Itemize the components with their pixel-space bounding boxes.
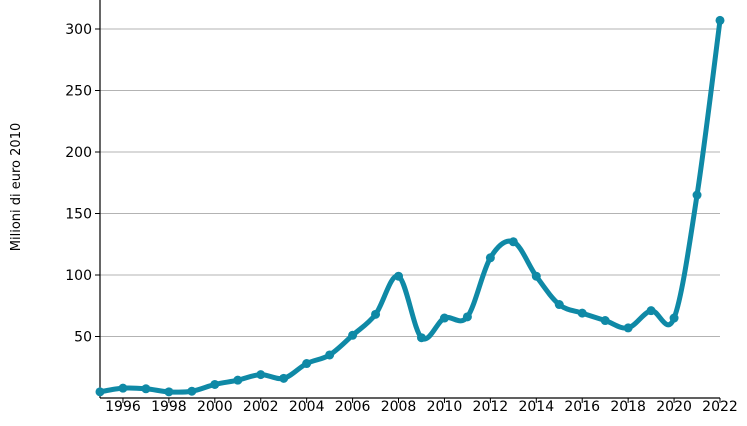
x-tick-label: 2000 xyxy=(197,399,233,415)
y-tick-label: 300 xyxy=(65,22,92,38)
data-point xyxy=(462,312,472,322)
x-tick-label: 2004 xyxy=(289,399,325,415)
x-tick-label: 2010 xyxy=(427,399,463,415)
data-point xyxy=(210,379,220,389)
x-tick-label: 2002 xyxy=(243,399,279,415)
data-point xyxy=(95,387,105,397)
x-tick-label: 2014 xyxy=(518,399,554,415)
data-point xyxy=(279,373,289,383)
data-point xyxy=(692,190,702,200)
data-point xyxy=(600,316,610,326)
data-point xyxy=(669,313,679,323)
y-tick-label: 100 xyxy=(65,268,92,284)
x-tick-label: 2020 xyxy=(656,399,692,415)
x-tick-label: 2022 xyxy=(702,399,738,415)
data-point xyxy=(302,359,312,369)
data-point xyxy=(577,308,587,318)
y-tick-label: 150 xyxy=(65,207,92,223)
data-point xyxy=(256,370,266,380)
y-tick-label: 50 xyxy=(74,330,92,346)
x-tick-label: 2008 xyxy=(381,399,417,415)
data-point xyxy=(715,15,725,25)
data-point xyxy=(141,384,151,394)
data-point xyxy=(348,330,358,340)
series xyxy=(95,15,725,397)
data-point xyxy=(531,271,541,281)
data-point xyxy=(233,375,243,385)
data-point xyxy=(508,237,518,247)
x-tick-label: 2006 xyxy=(335,399,371,415)
data-point xyxy=(485,253,495,263)
gridlines xyxy=(100,28,720,337)
data-point xyxy=(394,271,404,281)
data-point xyxy=(439,313,449,323)
x-tick-label: 2012 xyxy=(473,399,509,415)
data-point xyxy=(187,386,197,396)
data-point xyxy=(416,333,426,343)
x-tick-label: 1996 xyxy=(105,399,141,415)
y-axis-label: Milioni di euro 2010 xyxy=(9,123,24,251)
data-point xyxy=(325,350,335,360)
data-point xyxy=(118,383,128,393)
x-tick-label: 2016 xyxy=(564,399,600,415)
x-tick-label: 1998 xyxy=(151,399,187,415)
y-tick-label: 250 xyxy=(65,84,92,100)
y-tick-label: 200 xyxy=(65,145,92,161)
data-point xyxy=(371,309,381,319)
data-point xyxy=(554,300,564,310)
x-tick-label: 2018 xyxy=(610,399,646,415)
data-point xyxy=(646,306,656,316)
data-point xyxy=(623,323,633,333)
data-point xyxy=(164,387,174,397)
axes: 50 100 150 200 250 300 1996 1998 2000 2002 2004 200… xyxy=(65,0,738,415)
